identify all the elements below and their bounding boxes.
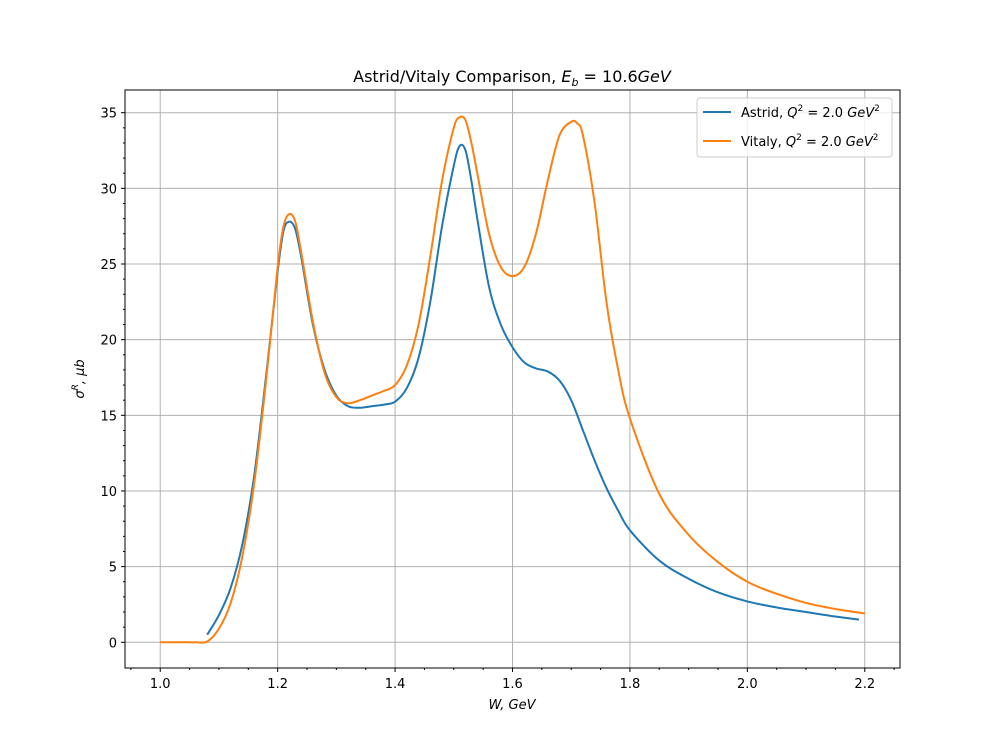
x-axis-label: W, GeV (488, 698, 536, 713)
legend: Astrid, Q2 = 2.0 GeV2 Vitaly, Q2 = 2.0 G… (696, 97, 893, 158)
y-tick-label: 0 (109, 636, 117, 651)
x-tick-label: 2.0 (737, 677, 758, 692)
legend-box (696, 97, 893, 158)
y-tick-label: 35 (100, 107, 117, 122)
grid (125, 90, 900, 668)
x-tick-label: 1.0 (150, 677, 171, 692)
y-tick-label: 20 (100, 334, 117, 349)
x-tick-label: 2.2 (854, 677, 875, 692)
y-tick-label: 10 (100, 485, 117, 500)
x-tick-label: 1.2 (267, 677, 288, 692)
x-tick-label: 1.8 (620, 677, 641, 692)
y-tick-label: 25 (100, 258, 117, 273)
y-tick-label: 30 (100, 182, 117, 197)
series-line-astrid (206, 143, 860, 636)
x-tick-label: 1.4 (385, 677, 406, 692)
legend-label-vitaly: Vitaly, Q2 = 2.0 GeV2 (741, 133, 879, 150)
y-axis-label: σR, μb (71, 359, 88, 398)
chart-title: Astrid/Vitaly Comparison, Eb = 10.6GeV (353, 67, 672, 89)
legend-label-astrid: Astrid, Q2 = 2.0 GeV2 (741, 104, 880, 121)
series-line-vitaly (160, 115, 865, 644)
y-axis: 0 5 10 15 20 25 30 35 (100, 107, 125, 651)
y-tick-label: 15 (100, 409, 117, 424)
series-lines (160, 115, 865, 644)
x-axis: 1.0 1.2 1.4 1.6 1.8 2.0 2.2 (130, 668, 895, 692)
y-tick-label: 5 (109, 561, 117, 576)
x-tick-label: 1.6 (502, 677, 523, 692)
